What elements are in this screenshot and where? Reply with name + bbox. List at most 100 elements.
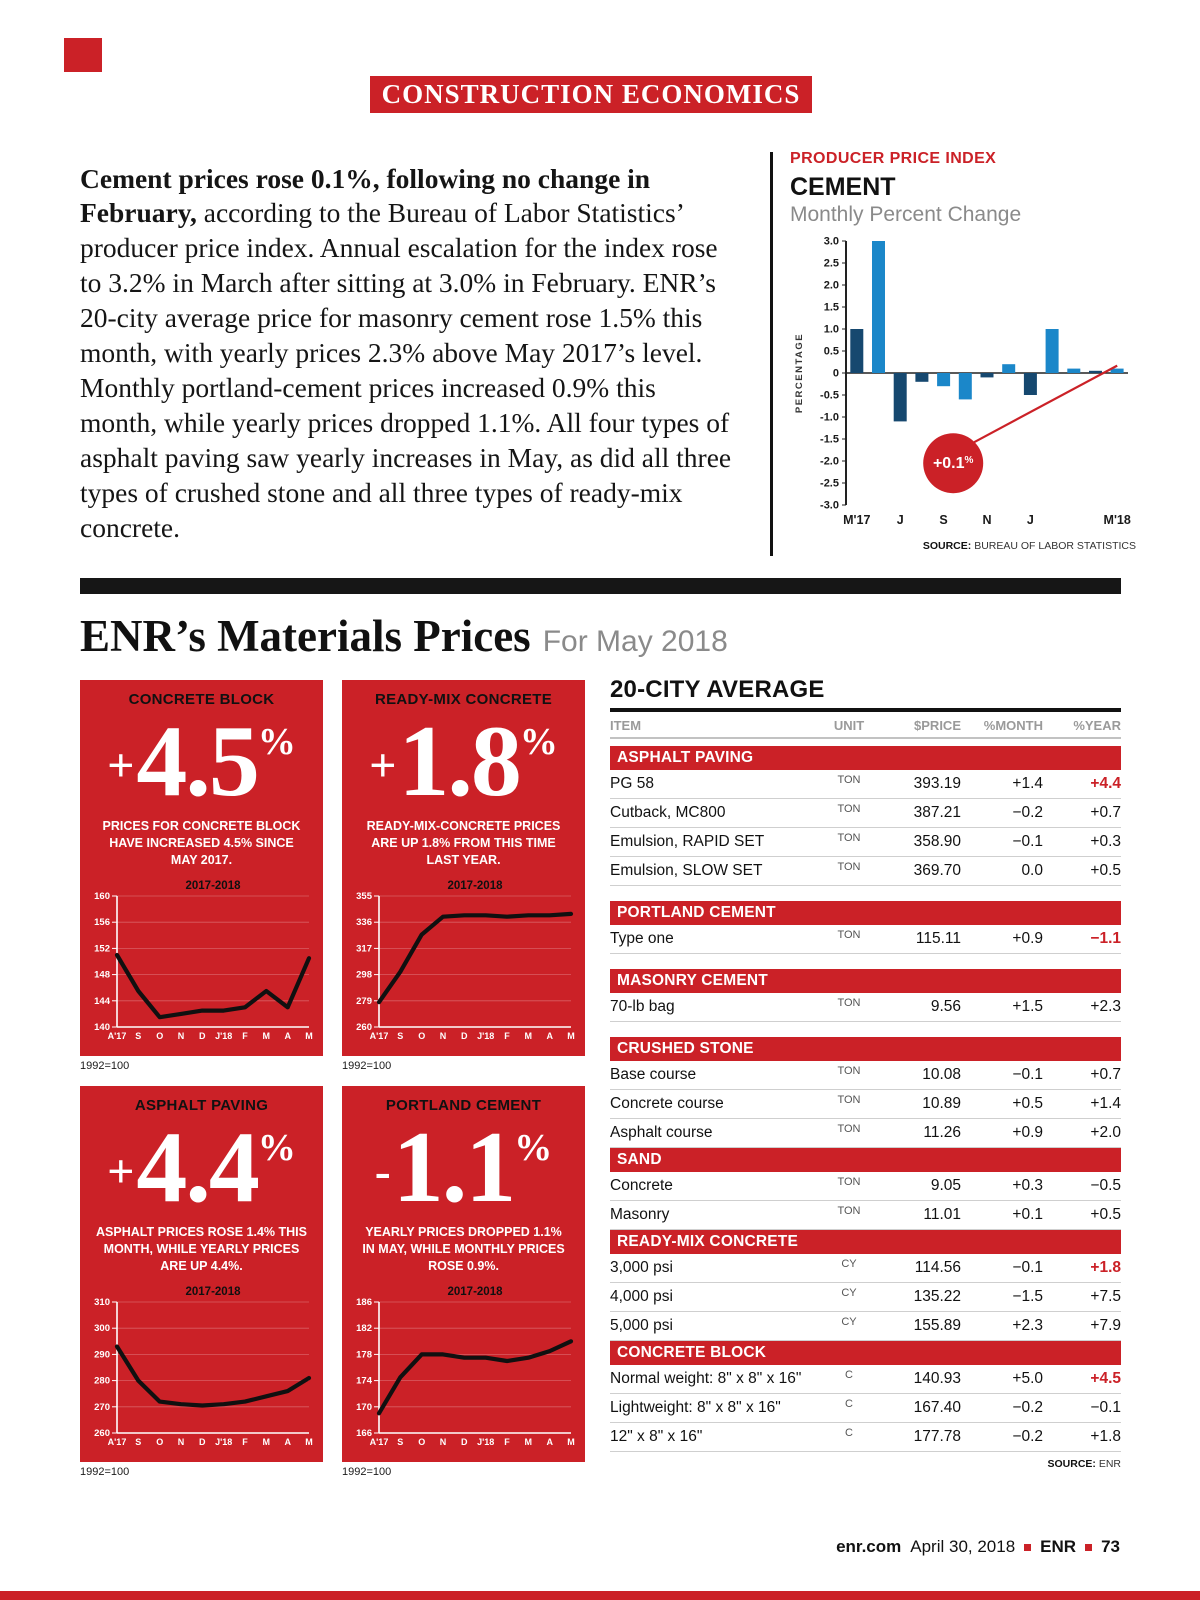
svg-text:317: 317 xyxy=(356,943,372,954)
svg-text:0.5: 0.5 xyxy=(824,346,839,358)
svg-text:S: S xyxy=(397,1031,403,1041)
cell-unit: TON xyxy=(837,1176,861,1188)
svg-text:N: N xyxy=(440,1031,447,1041)
table-section-header: PORTLAND CEMENT xyxy=(610,901,1121,925)
footer-date: April 30, 2018 xyxy=(910,1537,1016,1556)
svg-text:M: M xyxy=(525,1437,533,1447)
cell-year-change: +4.5 xyxy=(1090,1370,1121,1387)
cell-month-change: 0.0 xyxy=(1021,862,1043,879)
cell-item: Normal weight: 8" x 8" x 16" xyxy=(610,1370,802,1387)
materials-card: ASPHALT PAVING +4.4% ASPHALT PRICES ROSE 1… xyxy=(80,1086,323,1462)
vertical-rule xyxy=(770,152,773,556)
ppi-chart-block: PRODUCER PRICE INDEX CEMENT Monthly Perc… xyxy=(790,150,1136,552)
col-year: %YEAR xyxy=(1073,718,1121,733)
card-percent-value: +1.8% xyxy=(342,708,585,816)
cell-month-change: +0.9 xyxy=(1012,930,1043,947)
svg-text:D: D xyxy=(461,1031,468,1041)
svg-text:A: A xyxy=(546,1437,553,1447)
materials-card-cell: CONCRETE BLOCK +4.5% PRICES FOR CONCRETE B… xyxy=(80,680,323,1072)
svg-text:S: S xyxy=(939,513,947,527)
svg-text:170: 170 xyxy=(356,1402,372,1413)
cell-year-change: +7.5 xyxy=(1090,1288,1121,1305)
table-section-header: CRUSHED STONE xyxy=(610,1037,1121,1061)
card-description: READY-MIX-CONCRETE PRICES ARE UP 1.8% FR… xyxy=(366,819,561,867)
cell-price: 155.89 xyxy=(913,1317,961,1334)
svg-text:2.5: 2.5 xyxy=(824,258,839,270)
cell-month-change: +1.4 xyxy=(1012,775,1043,792)
svg-text:J: J xyxy=(1027,513,1034,527)
cell-year-change: +1.8 xyxy=(1090,1428,1121,1445)
cell-price: 11.01 xyxy=(923,1206,961,1223)
page-edge-strip xyxy=(0,1591,1200,1600)
svg-text:M'17: M'17 xyxy=(843,513,870,527)
svg-text:290: 290 xyxy=(94,1349,110,1360)
svg-text:270: 270 xyxy=(94,1402,110,1413)
card-percent-value: +4.4% xyxy=(80,1114,323,1222)
cell-price: 135.22 xyxy=(913,1288,961,1305)
source-label: SOURCE: xyxy=(922,540,972,552)
index-base-note: 1992=100 xyxy=(80,1060,130,1072)
cell-unit: TON xyxy=(837,803,861,815)
table-row: Lightweight: 8" x 8" x 16" C 167.40 −0.2 −0.… xyxy=(610,1394,1121,1423)
svg-text:144: 144 xyxy=(94,996,111,1007)
col-month: %MONTH xyxy=(983,718,1043,733)
cell-unit: TON xyxy=(837,997,861,1009)
section-divider-bar xyxy=(80,578,1121,594)
separator-square-icon xyxy=(1085,1543,1093,1551)
cell-unit: CY xyxy=(841,1258,857,1270)
cell-item: Type one xyxy=(610,930,674,947)
cell-month-change: +0.5 xyxy=(1012,1095,1043,1112)
index-base-note: 1992=100 xyxy=(342,1466,392,1478)
card-title: PORTLAND CEMENT xyxy=(385,1097,542,1114)
cell-year-change: +0.7 xyxy=(1090,1066,1121,1083)
svg-text:A'17: A'17 xyxy=(108,1031,127,1041)
materials-card-cell: PORTLAND CEMENT -1.1% YEARLY PRICES DROPPE… xyxy=(342,1086,585,1478)
price-table-columns: ITEM UNIT $PRICE %MONTH %YEAR xyxy=(610,712,1121,739)
svg-text:152: 152 xyxy=(94,943,110,954)
cell-item: Emulsion, RAPID SET xyxy=(610,833,765,850)
cell-price: 387.21 xyxy=(913,804,961,821)
card-percent-value: -1.1% xyxy=(342,1114,585,1222)
ppi-title: CEMENT xyxy=(790,173,896,201)
index-base-note: 1992=100 xyxy=(342,1060,392,1072)
svg-text:186: 186 xyxy=(356,1297,372,1308)
table-row: Normal weight: 8" x 8" x 16" C 140.93 +5.0 +… xyxy=(610,1365,1121,1394)
svg-text:166: 166 xyxy=(356,1428,372,1439)
svg-text:O: O xyxy=(418,1437,425,1447)
cell-price: 10.89 xyxy=(922,1095,961,1112)
ppi-bar-chart: 3.0 2.5 2.0 1.5 1.0 0.5 0 -0.5 -1.0 -1.5 -2.0 -2.5 -… xyxy=(790,231,1136,536)
cell-unit: CY xyxy=(841,1287,857,1299)
materials-card-cell: READY-MIX CONCRETE +1.8% READY-MIX-CONCRET… xyxy=(342,680,585,1072)
footer-site: enr.com xyxy=(836,1537,902,1556)
svg-text:2017-2018: 2017-2018 xyxy=(448,880,504,892)
cell-item: Masonry xyxy=(610,1206,670,1223)
card-title: ASPHALT PAVING xyxy=(134,1097,269,1114)
table-row: 5,000 psi CY 155.89 +2.3 +7.9 xyxy=(610,1312,1121,1341)
ppi-kicker: PRODUCER PRICE INDEX xyxy=(790,150,997,167)
card-chart: 2017-2018 310 300 290 280 270 260 A'17 S O N D J'18 F… xyxy=(87,1282,316,1455)
cell-month-change: +1.5 xyxy=(1012,998,1043,1015)
table-row: 12" x 8" x 16" C 177.78 −0.2 +1.8 xyxy=(610,1423,1121,1452)
article-paragraph: Cement prices rose 0.1%, following no ch… xyxy=(80,162,732,546)
table-row: Masonry TON 11.01 +0.1 +0.5 xyxy=(610,1201,1121,1230)
svg-text:M: M xyxy=(263,1437,271,1447)
svg-text:-2.0: -2.0 xyxy=(820,456,839,468)
cell-price: 11.26 xyxy=(923,1124,961,1141)
cell-price: 369.70 xyxy=(913,862,961,879)
callout-bubble xyxy=(923,433,984,494)
card-description: ASPHALT PRICES ROSE 1.4% THIS MONTH, WHI… xyxy=(96,1225,307,1273)
source-value: ENR xyxy=(1098,1458,1121,1470)
col-price: $PRICE xyxy=(914,718,961,733)
cell-year-change: +0.5 xyxy=(1090,862,1121,879)
svg-text:260: 260 xyxy=(356,1022,372,1033)
table-section-header: CONCRETE BLOCK xyxy=(610,1341,1121,1365)
svg-text:-3.0: -3.0 xyxy=(820,500,839,512)
svg-text:M: M xyxy=(305,1031,313,1041)
table-row: Concrete TON 9.05 +0.3 −0.5 xyxy=(610,1172,1121,1201)
svg-text:156: 156 xyxy=(94,917,110,928)
svg-text:F: F xyxy=(242,1437,248,1447)
svg-text:2017-2018: 2017-2018 xyxy=(448,1286,504,1298)
cell-unit: TON xyxy=(837,1123,861,1135)
